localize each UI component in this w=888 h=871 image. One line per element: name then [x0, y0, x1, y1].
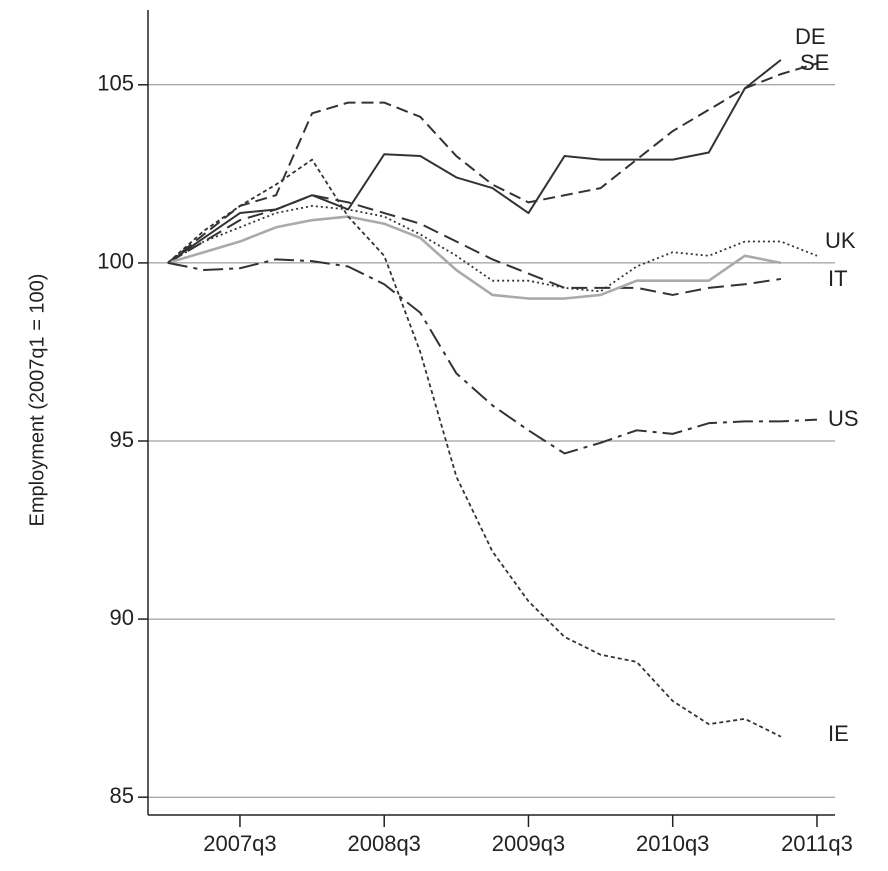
y-tick-label: 90 [110, 605, 134, 630]
x-tick-label: 2009q3 [492, 831, 565, 856]
series-line [167, 258, 818, 455]
x-tick-label: 2007q3 [203, 831, 276, 856]
y-tick-label: 105 [97, 71, 134, 96]
series-label: IT [828, 266, 848, 291]
x-tick-label: 2011q3 [781, 831, 853, 856]
y-tick-label: 100 [97, 249, 134, 274]
series-line [167, 158, 782, 738]
series-label: US [828, 406, 859, 431]
y-tick-label: 85 [110, 783, 134, 808]
series-label: DE [795, 24, 826, 49]
series-label: IE [828, 721, 849, 746]
series-line [167, 215, 782, 300]
x-tick-label: 2008q3 [348, 831, 421, 856]
x-tick-label: 2010q3 [636, 831, 709, 856]
series-line [167, 62, 818, 264]
y-tick-label: 95 [110, 427, 134, 452]
series-line [167, 59, 782, 264]
series-line [167, 194, 782, 296]
series-label: SE [800, 50, 829, 75]
y-axis-label: Employment (2007q1 = 100) [26, 274, 48, 527]
series-line [167, 205, 818, 293]
series-label: UK [825, 228, 856, 253]
